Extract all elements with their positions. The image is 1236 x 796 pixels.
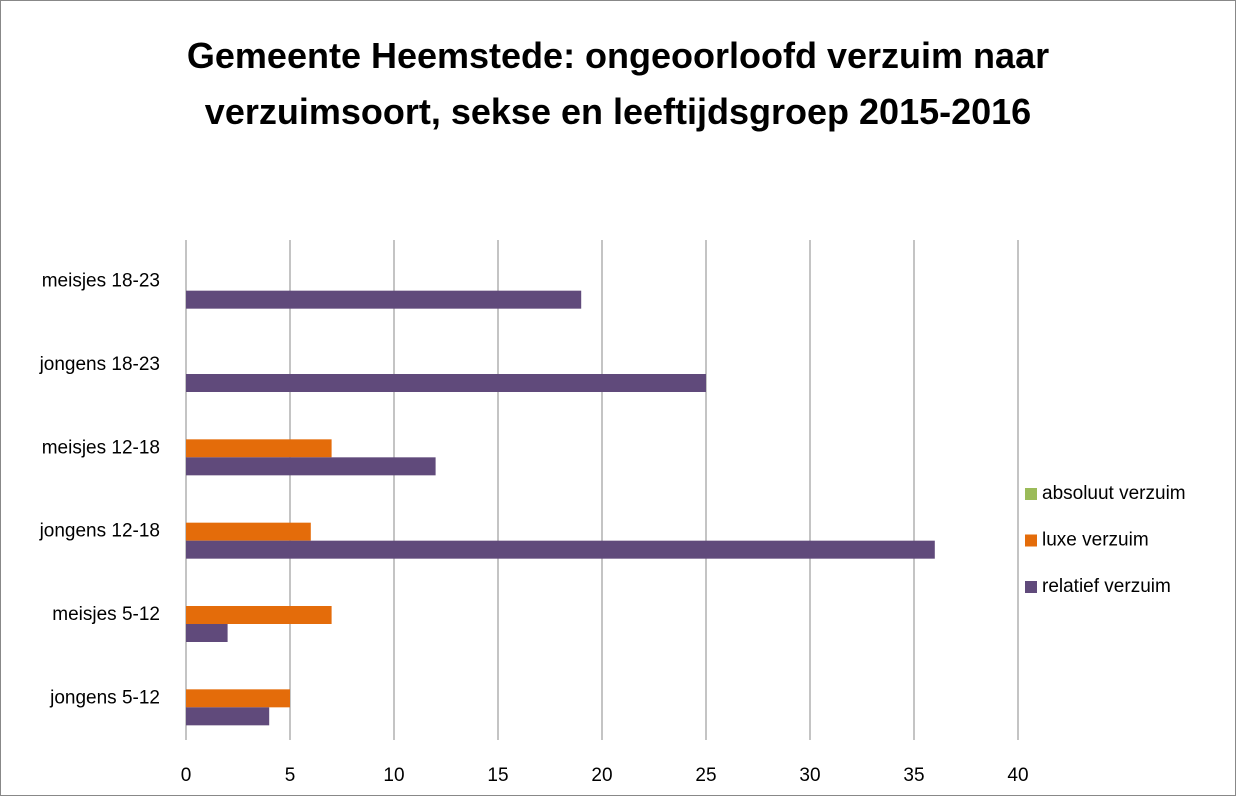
x-tick-label: 25: [695, 765, 716, 786]
legend-swatch: [1025, 488, 1037, 500]
legend-label: relatief verzuim: [1042, 576, 1171, 597]
legend-swatch: [1025, 534, 1037, 547]
y-tick-label: meisjes 5-12: [52, 604, 160, 625]
bar: [186, 290, 582, 309]
bar: [186, 439, 332, 458]
legend-label: absoluut verzuim: [1042, 483, 1186, 504]
y-tick-label: jongens 18-23: [39, 354, 160, 375]
x-tick-label: 40: [1007, 765, 1028, 786]
x-tick-label: 30: [799, 765, 820, 786]
bar: [186, 606, 332, 624]
bar: [186, 624, 228, 642]
chart-title: Gemeente Heemstede: ongeoorloofd verzuim…: [186, 35, 1050, 132]
x-tick-label: 15: [487, 765, 508, 786]
y-tick-label: meisjes 12-18: [42, 437, 160, 458]
x-tick-label: 5: [285, 765, 296, 786]
bar: [186, 707, 270, 726]
y-tick-label: meisjes 18-23: [42, 271, 160, 292]
x-tick-label: 10: [383, 765, 404, 786]
bar: [186, 522, 311, 541]
x-tick-label: 0: [181, 765, 192, 786]
y-tick-label: jongens 5-12: [49, 687, 160, 708]
x-tick-label: 20: [591, 765, 612, 786]
legend-label: luxe verzuim: [1042, 530, 1149, 551]
bar: [186, 457, 436, 476]
bar: [186, 689, 290, 708]
bar: [186, 540, 935, 559]
y-tick-label: jongens 12-18: [39, 521, 160, 542]
bar: [186, 374, 706, 392]
legend-swatch: [1025, 581, 1037, 593]
x-tick-label: 35: [903, 765, 924, 786]
